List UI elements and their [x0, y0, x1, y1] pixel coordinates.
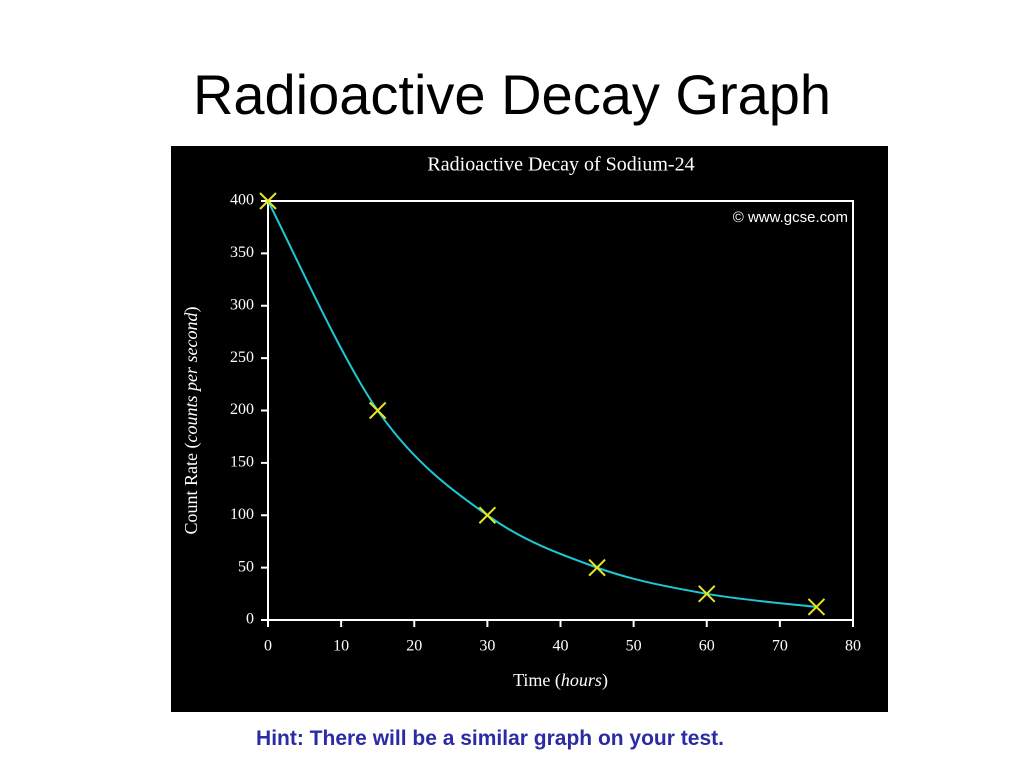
- y-tick-label: 300: [230, 296, 254, 313]
- watermark: © www.gcse.com: [733, 209, 848, 226]
- y-label-part: ): [181, 307, 202, 313]
- point-marker: [698, 585, 716, 603]
- y-tick-label: 150: [230, 454, 254, 471]
- chart: Radioactive Decay of Sodium-24 © www.gcs…: [171, 146, 888, 712]
- x-tick-label: 50: [626, 638, 642, 655]
- y-tick-label: 400: [230, 192, 254, 209]
- x-tick-label: 30: [479, 638, 495, 655]
- x-tick-label: 0: [264, 638, 272, 655]
- point-marker: [259, 192, 277, 210]
- x-label: Time (hours): [513, 670, 608, 691]
- x-tick-label: 20: [406, 638, 422, 655]
- x-tick-label: 70: [772, 638, 788, 655]
- y-label-part: counts per second: [181, 312, 201, 443]
- point-marker: [807, 598, 826, 616]
- y-tick-label: 350: [230, 244, 254, 261]
- point-marker: [478, 506, 497, 524]
- x-label-part: ): [602, 670, 608, 691]
- x-tick-label: 10: [333, 638, 349, 655]
- x-tick-label: 40: [553, 638, 569, 655]
- x-label-part: hours: [561, 670, 602, 690]
- y-label-part: Count Rate (: [181, 442, 202, 534]
- point-marker: [588, 558, 606, 577]
- point-marker: [368, 401, 387, 420]
- y-label: Count Rate (counts per second): [181, 307, 202, 535]
- slide-title: Radioactive Decay Graph: [192, 63, 832, 126]
- y-tick-label: 200: [230, 401, 254, 418]
- hint: Hint: There will be a similar graph on y…: [256, 727, 724, 750]
- x-tick-label: 80: [845, 638, 861, 655]
- chart-title: Radioactive Decay of Sodium-24: [427, 154, 694, 176]
- y-tick-label: 250: [230, 349, 254, 366]
- x-tick-label: 60: [699, 638, 715, 655]
- y-tick-label: 50: [238, 558, 254, 575]
- y-tick-label: 0: [246, 611, 254, 628]
- chart-background: [171, 146, 888, 712]
- x-label-part: Time (: [513, 670, 561, 691]
- y-tick-label: 100: [230, 506, 254, 523]
